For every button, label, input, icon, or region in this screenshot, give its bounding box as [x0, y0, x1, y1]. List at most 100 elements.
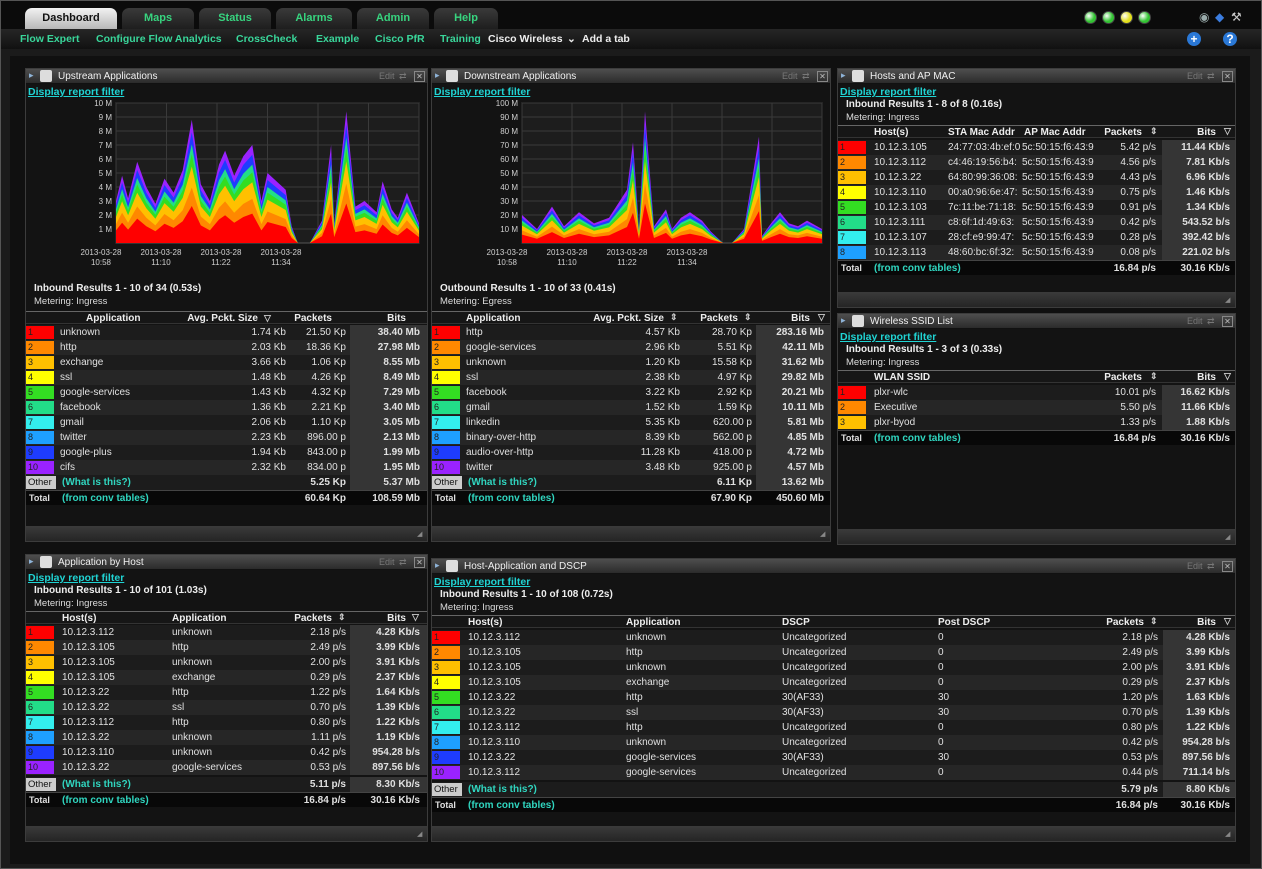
- other-row[interactable]: Other (What is this?) 5.11 p/s 8.30 Kb/s: [26, 777, 427, 792]
- resize-handle-icon[interactable]: ◢: [820, 531, 826, 538]
- nav-cisco-pfr[interactable]: Cisco PfR: [375, 33, 425, 45]
- tab-help[interactable]: Help: [434, 8, 498, 29]
- column-header[interactable]: Application: [86, 313, 141, 324]
- table-row[interactable]: 4 10.12.3.105 exchange Uncategorized 0 0.29 p…: [432, 675, 1235, 690]
- status-indicator-icon[interactable]: [1084, 11, 1097, 24]
- column-header[interactable]: Application: [626, 617, 681, 628]
- table-row[interactable]: 6 10.12.3.22 ssl 30(AF33) 30 0.70 p/s 1.39 Kb/…: [432, 705, 1235, 720]
- table-row[interactable]: 9 google-plus 1.94 Kb 843.00 p 1.99 Mb: [26, 445, 427, 460]
- table-row[interactable]: 3 10.12.3.22 64:80:99:36:08: 5c:50:15:f6:43…: [838, 170, 1235, 185]
- nav-flow-expert[interactable]: Flow Expert: [20, 33, 80, 45]
- table-row[interactable]: 9 10.12.3.22 google-services 30(AF33) 30 0.53…: [432, 750, 1235, 765]
- column-header[interactable]: Host(s): [874, 127, 909, 138]
- table-row[interactable]: 3 10.12.3.105 unknown Uncategorized 0 2.00 p/…: [432, 660, 1235, 675]
- status-indicator-icon[interactable]: [1102, 11, 1115, 24]
- collapse-icon[interactable]: ▸: [435, 560, 440, 570]
- table-row[interactable]: 8 10.12.3.113 48:60:bc:6f:32: 5c:50:15:f6:4…: [838, 245, 1235, 260]
- tab-alarms[interactable]: Alarms: [276, 8, 352, 29]
- table-row[interactable]: 6 10.12.3.22 ssl 0.70 p/s 1.39 Kb/s: [26, 700, 427, 715]
- chevron-down-icon[interactable]: ⌄: [567, 33, 576, 45]
- resize-handle-icon[interactable]: ◢: [417, 831, 423, 838]
- table-row[interactable]: 4 10.12.3.105 exchange 0.29 p/s 2.37 Kb/s: [26, 670, 427, 685]
- column-header[interactable]: Avg. Pckt. Size: [593, 313, 664, 324]
- column-header[interactable]: Packets: [700, 313, 738, 324]
- close-icon[interactable]: ✕: [1222, 316, 1233, 327]
- collapse-icon[interactable]: ▸: [29, 70, 34, 80]
- table-row[interactable]: 1 10.12.3.105 24:77:03:4b:ef:0 5c:50:15:f6:…: [838, 140, 1235, 155]
- column-header[interactable]: Post DSCP: [938, 617, 991, 628]
- sort-desc-icon[interactable]: ▽: [1224, 126, 1231, 136]
- table-row[interactable]: 2 10.12.3.112 c4:46:19:56:b4: 5c:50:15:f6:4…: [838, 155, 1235, 170]
- info-icon[interactable]: ◆: [1215, 10, 1225, 24]
- table-row[interactable]: 2 google-services 2.96 Kb 5.51 Kp 42.11 Mb: [432, 340, 830, 355]
- table-row[interactable]: 2 Executive 5.50 p/s 11.66 Kb/s: [838, 400, 1235, 415]
- other-row[interactable]: Other (What is this?) 6.11 Kp 13.62 Mb: [432, 475, 830, 490]
- swap-icon[interactable]: ⇄: [399, 557, 407, 567]
- nav-example[interactable]: Example: [316, 33, 360, 45]
- table-row[interactable]: 8 10.12.3.110 unknown Uncategorized 0 0.42 p/…: [432, 735, 1235, 750]
- sort-icon[interactable]: ⇕: [1150, 616, 1158, 626]
- table-row[interactable]: 8 twitter 2.23 Kb 896.00 p 2.13 Mb: [26, 430, 427, 445]
- table-row[interactable]: 6 facebook 1.36 Kb 2.21 Kp 3.40 Mb: [26, 400, 427, 415]
- tab-maps[interactable]: Maps: [122, 8, 194, 29]
- add-icon[interactable]: +: [1187, 32, 1201, 46]
- display-report-filter-link[interactable]: Display report filter: [840, 86, 937, 98]
- display-report-filter-link[interactable]: Display report filter: [28, 86, 125, 98]
- column-header[interactable]: Host(s): [62, 613, 97, 624]
- headset-icon[interactable]: ◉: [1199, 10, 1210, 24]
- table-row[interactable]: 3 exchange 3.66 Kb 1.06 Kp 8.55 Mb: [26, 355, 427, 370]
- column-header[interactable]: Bits: [791, 313, 810, 324]
- table-row[interactable]: 7 10.12.3.107 28:cf:e9:99:47: 5c:50:15:f6:4…: [838, 230, 1235, 245]
- column-header[interactable]: Avg. Pckt. Size: [187, 313, 258, 324]
- table-row[interactable]: 2 10.12.3.105 http 2.49 p/s 3.99 Kb/s: [26, 640, 427, 655]
- sort-icon[interactable]: ⇕: [744, 312, 752, 322]
- what-is-this-link[interactable]: (What is this?): [468, 784, 537, 795]
- table-row[interactable]: 5 10.12.3.22 http 1.22 p/s 1.64 Kb/s: [26, 685, 427, 700]
- column-header[interactable]: STA Mac Addr: [948, 127, 1015, 138]
- column-header[interactable]: Packets: [294, 313, 332, 324]
- nav-training[interactable]: Training: [440, 33, 481, 45]
- edit-link[interactable]: Edit: [1187, 71, 1203, 81]
- table-row[interactable]: 1 http 4.57 Kb 28.70 Kp 283.16 Mb: [432, 325, 830, 340]
- table-row[interactable]: 3 10.12.3.105 unknown 2.00 p/s 3.91 Kb/s: [26, 655, 427, 670]
- column-header[interactable]: AP Mac Addr: [1024, 127, 1086, 138]
- swap-icon[interactable]: ⇄: [1207, 71, 1215, 81]
- close-icon[interactable]: ✕: [1222, 561, 1233, 572]
- table-row[interactable]: 7 gmail 2.06 Kb 1.10 Kp 3.05 Mb: [26, 415, 427, 430]
- status-indicator-icon[interactable]: [1138, 11, 1151, 24]
- table-row[interactable]: 2 10.12.3.105 http Uncategorized 0 2.49 p/s 3.…: [432, 645, 1235, 660]
- table-row[interactable]: 10 twitter 3.48 Kb 925.00 p 4.57 Mb: [432, 460, 830, 475]
- display-report-filter-link[interactable]: Display report filter: [840, 331, 937, 343]
- display-report-filter-link[interactable]: Display report filter: [434, 86, 531, 98]
- table-row[interactable]: 3 unknown 1.20 Kb 15.58 Kp 31.62 Mb: [432, 355, 830, 370]
- nav-cisco-wireless[interactable]: Cisco Wireless: [488, 33, 563, 45]
- table-row[interactable]: 7 10.12.3.112 http Uncategorized 0 0.80 p/s 1.…: [432, 720, 1235, 735]
- display-report-filter-link[interactable]: Display report filter: [434, 576, 531, 588]
- from-conv-tables-link[interactable]: (from conv tables): [468, 493, 555, 504]
- collapse-icon[interactable]: ▸: [841, 70, 846, 80]
- sort-desc-icon[interactable]: ▽: [412, 612, 419, 622]
- sort-desc-icon[interactable]: ▽: [1224, 616, 1231, 626]
- nav-configure-flow-analytics[interactable]: Configure Flow Analytics: [96, 33, 222, 45]
- table-row[interactable]: 9 audio-over-http 11.28 Kb 418.00 p 4.72 Mb: [432, 445, 830, 460]
- nav-crosscheck[interactable]: CrossCheck: [236, 33, 298, 45]
- table-row[interactable]: 1 plxr-wlc 10.01 p/s 16.62 Kb/s: [838, 385, 1235, 400]
- table-row[interactable]: 10 cifs 2.32 Kb 834.00 p 1.95 Mb: [26, 460, 427, 475]
- table-row[interactable]: 8 binary-over-http 8.39 Kb 562.00 p 4.85 Mb: [432, 430, 830, 445]
- from-conv-tables-link[interactable]: (from conv tables): [62, 493, 149, 504]
- table-row[interactable]: 3 plxr-byod 1.33 p/s 1.88 Kb/s: [838, 415, 1235, 430]
- table-row[interactable]: 2 http 2.03 Kb 18.36 Kp 27.98 Mb: [26, 340, 427, 355]
- column-header[interactable]: Application: [172, 613, 227, 624]
- table-row[interactable]: 4 ssl 1.48 Kb 4.26 Kp 8.49 Mb: [26, 370, 427, 385]
- table-row[interactable]: 4 ssl 2.38 Kb 4.97 Kp 29.82 Mb: [432, 370, 830, 385]
- table-row[interactable]: 1 10.12.3.112 unknown Uncategorized 0 2.18 p/…: [432, 630, 1235, 645]
- from-conv-tables-link[interactable]: (from conv tables): [468, 800, 555, 811]
- from-conv-tables-link[interactable]: (from conv tables): [874, 433, 961, 444]
- status-indicator-icon[interactable]: [1120, 11, 1133, 24]
- column-header[interactable]: Bits: [1197, 127, 1216, 138]
- resize-handle-icon[interactable]: ◢: [1225, 534, 1231, 541]
- column-header[interactable]: Bits: [387, 313, 406, 324]
- tab-admin[interactable]: Admin: [357, 8, 429, 29]
- nav-add-tab[interactable]: Add a tab: [582, 33, 630, 45]
- from-conv-tables-link[interactable]: (from conv tables): [62, 795, 149, 806]
